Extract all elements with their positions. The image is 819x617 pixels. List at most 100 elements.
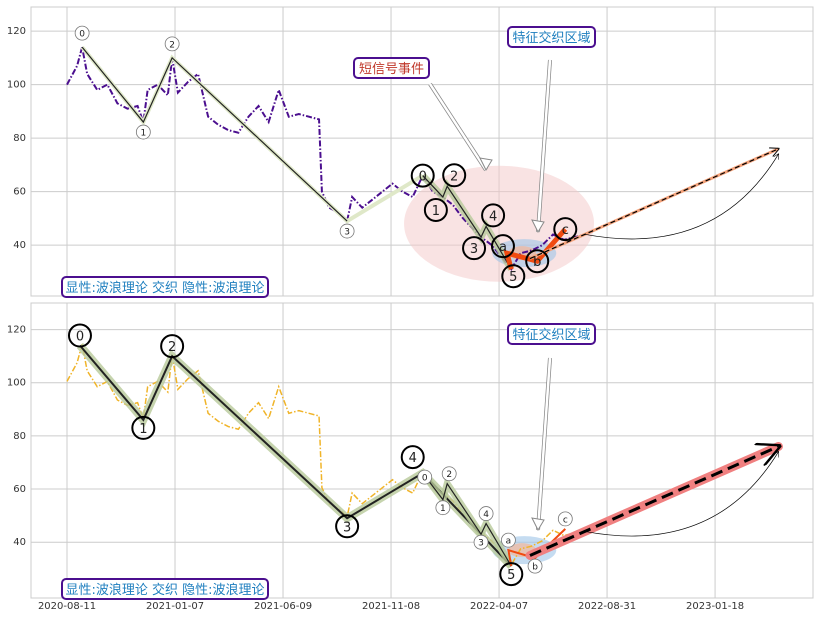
y-tick-label: 100 (7, 378, 26, 389)
y-tick-label: 60 (13, 187, 26, 198)
wave-label: 4 (489, 209, 497, 224)
wave-label-circle (335, 514, 360, 539)
y-tick-label: 80 (13, 431, 26, 442)
y-tick-label: 40 (13, 240, 26, 251)
region-arrow-head (531, 517, 545, 532)
wave-label: a (506, 537, 512, 547)
y-tick-label: 120 (7, 26, 26, 37)
wave-label: 5 (507, 568, 515, 583)
region-arrow-inner (536, 357, 552, 531)
short-signal-arrow-inner (428, 83, 488, 171)
wave-label: 0 (422, 474, 428, 484)
wave-label-circle (160, 334, 185, 359)
wave-label: 0 (419, 170, 427, 185)
wave-label-circle (135, 124, 151, 140)
legend-box (61, 276, 269, 298)
x-tick-label: 2021-01-07 (146, 601, 204, 612)
minor-wave-line (422, 472, 512, 567)
wave-label: 0 (76, 330, 84, 345)
x-tick-label: 2021-11-08 (362, 601, 420, 612)
short-signal-annotation-box (353, 57, 430, 79)
legend: 显性:波浪理论 交织 隐性:波浪理论 (65, 280, 264, 296)
wave-label: 0 (79, 30, 85, 40)
wave-label: 3 (470, 242, 478, 257)
wave-label-circle (74, 25, 90, 41)
wave-label-circle (525, 249, 550, 274)
wave-label: 2 (169, 40, 175, 50)
x-tick-label: 2021-06-09 (254, 601, 312, 612)
wave-label-circle (462, 236, 487, 261)
interleave-region-annotation: 特征交织区域 (512, 327, 590, 343)
wave-label-circle (131, 415, 156, 440)
wave-label: 5 (509, 270, 517, 285)
wave-label: 2 (450, 169, 458, 184)
major-wave-line (81, 46, 348, 222)
wave-label: 3 (478, 539, 484, 549)
y-tick-label: 40 (13, 537, 26, 548)
y-tick-label: 60 (13, 484, 26, 495)
wave-label: b (532, 563, 538, 573)
wave-label: a (499, 240, 507, 255)
wave-label-circle (339, 223, 355, 239)
wave-label-circle (481, 203, 506, 228)
price-line (66, 343, 593, 567)
wave-label: 4 (409, 451, 417, 466)
wave-label-circle (400, 445, 425, 470)
wave-label-circle (441, 466, 457, 482)
wave-label: 3 (343, 520, 351, 535)
wave-label-circle (410, 163, 435, 188)
minor-wave-line (422, 175, 512, 270)
wave-label-circle (499, 562, 524, 587)
wave-label-circle (557, 511, 573, 527)
interleave-region-annotation-box (507, 323, 596, 345)
wave-label: 2 (168, 340, 176, 355)
y-tick-label: 120 (7, 325, 26, 336)
wave-label-circle (442, 163, 467, 188)
region-arrow-head (531, 219, 545, 234)
x-tick-label: 2023-01-18 (686, 601, 744, 612)
projection-line (529, 149, 778, 260)
abc-wave-line (503, 227, 568, 270)
x-tick-label: 2022-08-31 (578, 601, 636, 612)
wave-label: 1 (432, 204, 440, 219)
wave-label-circle (527, 558, 543, 574)
wave-label-circle (417, 469, 433, 485)
wave-label: c (563, 515, 568, 525)
wave-label-circle (490, 234, 515, 259)
short-signal-annotation: 短信号事件 (359, 62, 424, 77)
curved-arrow (585, 154, 778, 240)
wave-label-circle (501, 264, 526, 289)
wave-label-circle (478, 506, 494, 521)
interleave-region-annotation-box (507, 26, 596, 48)
x-tick-label: 2022-04-07 (470, 601, 528, 612)
wave-label-circle (435, 500, 451, 516)
wave-label: 2 (446, 470, 452, 480)
wave-label: 1 (140, 129, 146, 139)
x-tick-label: 2020-08-11 (38, 601, 96, 612)
wave-label: b (533, 255, 541, 270)
wave-label: 3 (344, 228, 350, 238)
legend: 显性:波浪理论 交织 隐性:波浪理论 (65, 582, 264, 598)
wave-label-circle (473, 534, 489, 550)
wave-label-circle (67, 323, 92, 348)
interleave-region-annotation: 特征交织区域 (512, 30, 590, 46)
wave-label-circle (501, 532, 516, 548)
legend-box (61, 578, 269, 600)
panel-top: 40 60 80 100 120 0 1 2 3 0 1 2 3 4 5a b c 短信号事件 特征交织区域显性:波… (7, 6, 814, 298)
wave-label-circle (423, 197, 448, 222)
region-arrow-inner (536, 59, 552, 233)
curved-arrow (585, 452, 778, 537)
wave-label-circle (553, 217, 578, 242)
y-tick-label: 80 (13, 133, 26, 144)
wave-label: c (562, 223, 569, 238)
wave-label-circle (164, 36, 180, 52)
wave-label: 1 (139, 422, 147, 437)
short-signal-arrow-head (479, 157, 493, 172)
y-tick-label: 100 (7, 80, 26, 91)
wave-label: 1 (440, 504, 446, 514)
wave-label: 4 (483, 510, 489, 520)
projection-line (529, 447, 778, 557)
